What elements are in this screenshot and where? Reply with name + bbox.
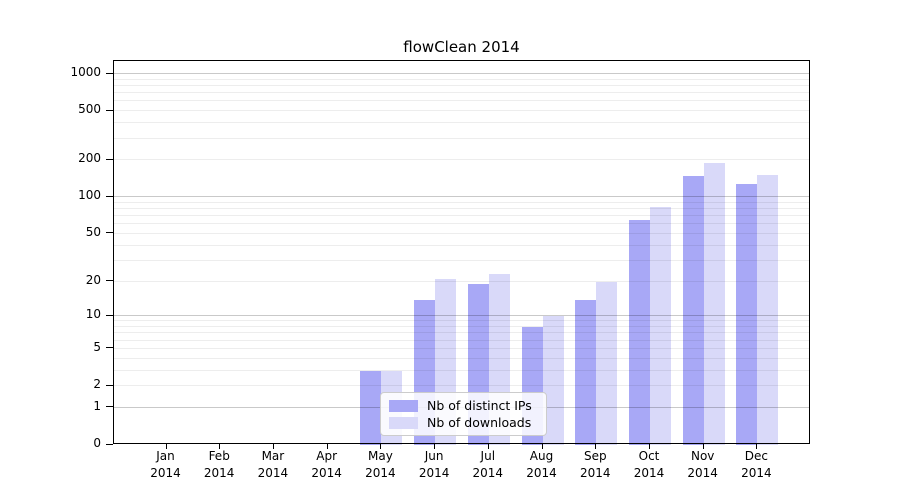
- legend-swatch-downloads: [389, 416, 418, 429]
- minor-gridline: [114, 122, 809, 124]
- y-tick-mark: [106, 347, 113, 349]
- y-tick-label: 10: [85, 307, 101, 322]
- minor-gridline: [114, 385, 809, 386]
- x-tick-label: Jan 2014: [150, 449, 181, 480]
- minor-gridline: [114, 232, 809, 234]
- x-tick-mark: [649, 444, 650, 449]
- y-tick-label: 2: [93, 377, 101, 391]
- minor-gridline: [114, 78, 809, 80]
- minor-gridline: [114, 215, 809, 217]
- minor-gridline: [114, 244, 809, 246]
- bar-downloads-dec: [757, 174, 779, 445]
- legend: Nb of distinct IPs Nb of downloads: [380, 392, 547, 436]
- x-tick-label: Mar 2014: [257, 449, 289, 480]
- legend-item-downloads: Nb of downloads: [389, 415, 538, 430]
- legend-label-downloads: Nb of downloads: [427, 415, 532, 430]
- y-tick-mark: [106, 384, 113, 386]
- minor-gridline: [114, 208, 809, 209]
- x-tick-mark: [326, 444, 328, 449]
- y-tick-mark: [106, 406, 113, 408]
- y-tick-label: 1: [93, 398, 101, 413]
- y-tick-label: 5: [93, 339, 101, 354]
- legend-label-distinct-ips: Nb of distinct IPs: [427, 398, 532, 413]
- y-tick-label: 20: [85, 272, 101, 287]
- minor-gridline: [114, 320, 809, 322]
- bar-distinct-ips-nov: [682, 175, 704, 445]
- y-tick-mark: [106, 109, 113, 111]
- x-tick-mark: [487, 444, 489, 449]
- x-tick-mark: [380, 444, 382, 449]
- y-tick-label: 200: [78, 151, 101, 166]
- y-tick-label: 100: [78, 188, 101, 203]
- minor-gridline: [114, 201, 809, 203]
- y-tick-mark: [106, 72, 113, 74]
- x-tick-label: May 2014: [365, 449, 396, 480]
- minor-gridline: [114, 223, 809, 225]
- minor-gridline: [114, 347, 809, 349]
- y-tick-mark: [106, 280, 113, 281]
- x-tick-mark: [595, 444, 597, 449]
- y-tick-label: 0: [93, 436, 101, 450]
- minor-gridline: [114, 280, 809, 282]
- y-tick-mark: [106, 158, 113, 160]
- minor-gridline: [114, 259, 809, 261]
- x-tick-label: Jun 2014: [418, 449, 450, 480]
- x-tick-label: Apr 2014: [311, 449, 342, 480]
- major-gridline: [114, 196, 809, 198]
- plot-area: [113, 60, 810, 445]
- x-tick-mark: [756, 444, 758, 449]
- minor-gridline: [114, 137, 809, 139]
- x-tick-mark: [434, 444, 436, 449]
- x-tick-label: Feb 2014: [203, 449, 235, 480]
- x-tick-label: Oct 2014: [633, 449, 665, 480]
- x-tick-label: Nov 2014: [687, 449, 718, 480]
- y-tick-label: 1000: [70, 65, 101, 79]
- minor-gridline: [114, 110, 809, 112]
- minor-gridline: [114, 357, 809, 359]
- bar-downloads-sep: [596, 281, 618, 445]
- bar-downloads-oct: [650, 207, 671, 445]
- minor-gridline: [114, 159, 809, 161]
- minor-gridline: [114, 339, 809, 341]
- bar-distinct-ips-oct: [629, 220, 650, 445]
- minor-gridline: [114, 332, 809, 334]
- y-tick-mark: [106, 195, 113, 197]
- minor-gridline: [114, 92, 809, 94]
- x-tick-mark: [541, 444, 543, 449]
- y-tick-label: 50: [85, 224, 101, 239]
- chart-title: flowClean 2014: [403, 38, 520, 56]
- x-tick-label: Dec 2014: [741, 449, 772, 480]
- y-tick-mark: [106, 232, 113, 234]
- minor-gridline: [114, 100, 809, 102]
- y-tick-label: 500: [78, 102, 101, 117]
- major-gridline: [114, 315, 809, 317]
- x-tick-label: Sep 2014: [580, 449, 611, 480]
- bar-downloads-aug: [542, 316, 564, 445]
- x-tick-mark: [272, 444, 274, 449]
- bar-distinct-ips-sep: [575, 299, 597, 445]
- minor-gridline: [114, 369, 809, 371]
- bar-downloads-nov: [703, 163, 725, 445]
- x-tick-mark: [702, 444, 704, 449]
- y-tick-mark: [106, 314, 113, 316]
- x-tick-label: Jul 2014: [472, 449, 504, 480]
- major-gridline: [114, 73, 809, 74]
- legend-swatch-distinct-ips: [389, 399, 418, 412]
- minor-gridline: [114, 326, 809, 327]
- y-tick-mark: [106, 443, 113, 445]
- x-tick-mark: [165, 444, 167, 449]
- legend-item-distinct-ips: Nb of distinct IPs: [389, 398, 538, 413]
- bar-distinct-ips-may: [360, 370, 382, 445]
- x-tick-label: Aug 2014: [526, 449, 557, 480]
- x-tick-mark: [219, 444, 221, 449]
- minor-gridline: [114, 85, 809, 86]
- bar-distinct-ips-dec: [736, 184, 758, 445]
